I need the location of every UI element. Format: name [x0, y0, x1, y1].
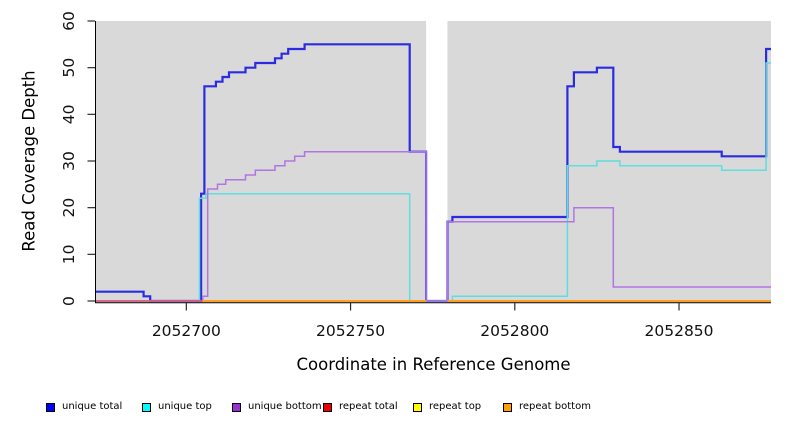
legend-swatch-unique-total [46, 402, 55, 412]
x-tick-label: 2052750 [316, 322, 385, 340]
legend-swatch-unique-top [142, 402, 151, 412]
y-tick-label: 30 [60, 151, 78, 171]
legend-label-unique-bottom: unique bottom [248, 401, 322, 412]
y-tick-label: 60 [60, 11, 78, 31]
legend-label-repeat-total: repeat total [339, 401, 398, 412]
y-tick-label: 20 [60, 198, 78, 218]
x-tick-label: 2052700 [152, 322, 221, 340]
legend-label-unique-top: unique top [158, 401, 212, 412]
legend-swatch-unique-bottom [232, 402, 241, 412]
series-unique-bottom [96, 150, 771, 302]
legend-swatch-repeat-total [323, 402, 332, 412]
legend-label-repeat-bottom: repeat bottom [519, 401, 591, 412]
y-tick-label: 50 [60, 58, 78, 78]
no-data-gap [426, 20, 448, 303]
legend-item-unique-bottom: unique bottom [232, 400, 322, 414]
x-tick-label: 2052800 [480, 322, 549, 340]
legend-swatch-repeat-bottom [503, 402, 512, 412]
y-axis-title: Read Coverage Depth [19, 70, 39, 252]
series-unique-top [96, 62, 771, 302]
legend-label-unique-total: unique total [62, 401, 123, 412]
legend-item-repeat-bottom: repeat bottom [503, 400, 591, 414]
legend-item-unique-top: unique top [142, 400, 212, 414]
y-tick-label: 40 [60, 104, 78, 124]
legend-item-repeat-total: repeat total [323, 400, 398, 414]
legend-item-unique-total: unique total [46, 400, 122, 414]
legend-swatch-repeat-top [413, 402, 422, 412]
legend-label-repeat-top: repeat top [429, 401, 482, 412]
series-unique-total [96, 43, 771, 303]
y-tick-label: 10 [60, 244, 78, 264]
x-tick-label: 2052850 [645, 322, 714, 340]
y-tick-label: 0 [60, 296, 78, 306]
legend-item-repeat-top: repeat top [413, 400, 481, 414]
x-axis-title: Coordinate in Reference Genome [296, 355, 571, 374]
